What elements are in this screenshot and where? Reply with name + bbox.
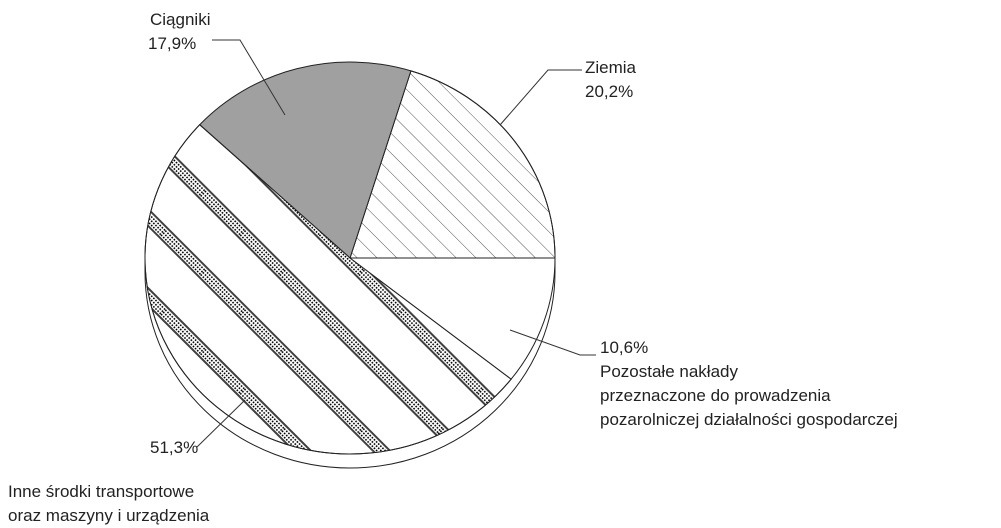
leader-lines: [196, 39, 596, 448]
slice-pattern: [144, 124, 512, 455]
value-label: 51,3%: [150, 438, 199, 457]
label: Inne środki transportowe oraz maszyny i …: [8, 482, 210, 525]
value-label: 17,9%: [148, 34, 197, 53]
label: Pozostałe nakłady przeznaczone do prowad…: [600, 362, 898, 429]
pie-slice: [198, 61, 412, 259]
pie-slice: [348, 257, 556, 380]
value-label: 10,6%: [600, 338, 649, 357]
slice-pattern: [349, 70, 556, 259]
label: Ziemia: [585, 58, 637, 77]
label: Ciągniki: [150, 10, 211, 29]
value-label: 20,2%: [585, 82, 634, 101]
